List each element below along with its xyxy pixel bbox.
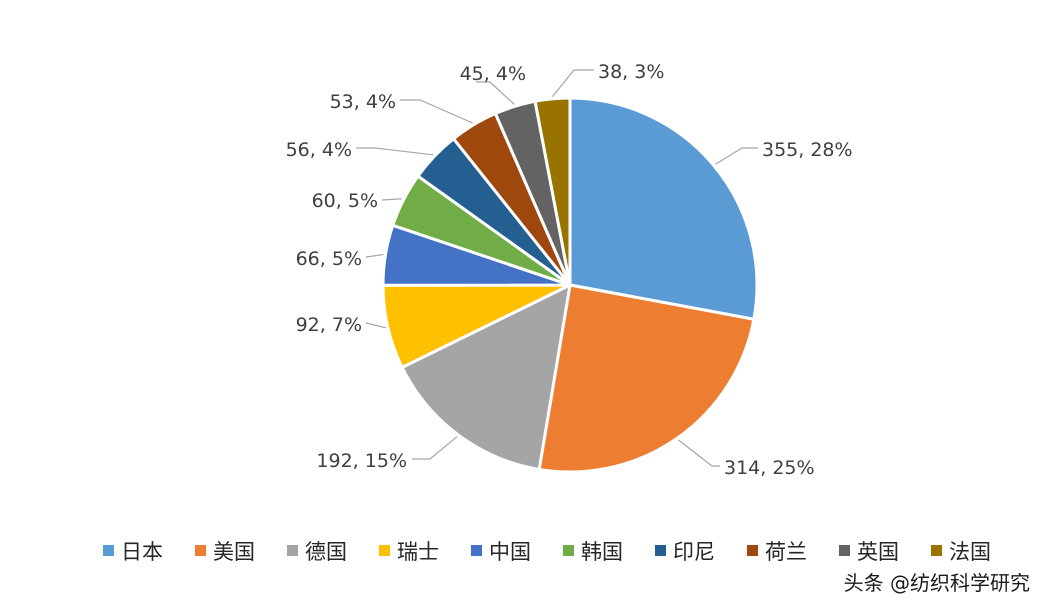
- legend-item-6: 印尼: [655, 540, 715, 564]
- legend-label-6: 印尼: [673, 540, 715, 564]
- leader-line-9: [551, 69, 594, 98]
- legend-item-3: 瑞士: [379, 540, 439, 564]
- legend-item-8: 英国: [839, 540, 899, 564]
- legend-item-1: 美国: [195, 540, 255, 564]
- leader-line-6: [356, 147, 434, 156]
- legend-label-8: 英国: [857, 540, 899, 564]
- legend-swatch-0: [103, 545, 114, 556]
- legend-swatch-9: [931, 545, 942, 556]
- legend-item-2: 德国: [287, 540, 347, 564]
- legend-swatch-4: [471, 545, 482, 556]
- leader-line-5: [381, 198, 402, 201]
- leader-lines: [356, 69, 758, 467]
- legend-swatch-2: [287, 545, 298, 556]
- legend-swatch-7: [747, 545, 758, 556]
- leader-line-3: [365, 322, 387, 329]
- legend-label-2: 德国: [305, 540, 347, 564]
- legend-label-9: 法国: [949, 540, 991, 564]
- legend-item-9: 法国: [931, 540, 991, 564]
- data-label-3: 92, 7%: [296, 314, 362, 336]
- leader-line-4: [365, 253, 384, 258]
- pie-slices: [381, 96, 759, 474]
- pie-slice-0: [568, 96, 759, 321]
- legend-swatch-1: [195, 545, 206, 556]
- data-label-5: 60, 5%: [312, 190, 378, 212]
- legend-label-0: 日本: [121, 540, 163, 564]
- legend-swatch-5: [563, 545, 574, 556]
- legend-label-7: 荷兰: [765, 540, 807, 564]
- data-label-6: 56, 4%: [286, 139, 352, 161]
- legend-label-1: 美国: [213, 540, 255, 564]
- legend-label-4: 中国: [489, 540, 531, 564]
- leader-line-0: [715, 147, 758, 165]
- legend-item-4: 中国: [471, 540, 531, 564]
- legend-item-0: 日本: [103, 540, 163, 564]
- pie-slice-1: [537, 283, 756, 474]
- data-label-7: 53, 4%: [330, 91, 396, 113]
- pie-slice-9: [533, 96, 572, 287]
- watermark-text: 头条 @纺织科学研究: [844, 571, 1030, 595]
- leader-line-2: [412, 436, 458, 460]
- legend-label-3: 瑞士: [397, 540, 439, 564]
- legend: 日本 美国 德国 瑞士 中国 韩国 印尼 荷兰 英国 法国: [103, 540, 991, 564]
- data-label-0: 355, 28%: [762, 139, 853, 161]
- data-label-9: 38, 3%: [598, 61, 664, 83]
- legend-item-5: 韩国: [563, 540, 623, 564]
- leader-line-7: [400, 99, 473, 124]
- legend-swatch-6: [655, 545, 666, 556]
- legend-swatch-3: [379, 545, 390, 556]
- data-labels: 355, 28% 314, 25% 192, 15% 92, 7% 66, 5% 60, …: [286, 61, 853, 479]
- data-label-4: 66, 5%: [296, 248, 362, 270]
- leader-line-8: [476, 81, 515, 105]
- leader-line-1: [678, 439, 720, 467]
- legend-item-7: 荷兰: [747, 540, 807, 564]
- legend-swatch-8: [839, 545, 850, 556]
- data-label-8: 45, 4%: [460, 63, 526, 85]
- data-label-1: 314, 25%: [724, 457, 815, 479]
- pie-slice-2: [400, 283, 572, 471]
- data-label-2: 192, 15%: [316, 450, 407, 472]
- legend-label-5: 韩国: [581, 540, 623, 564]
